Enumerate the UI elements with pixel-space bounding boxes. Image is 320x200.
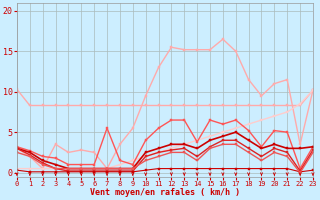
- X-axis label: Vent moyen/en rafales ( km/h ): Vent moyen/en rafales ( km/h ): [90, 188, 240, 197]
